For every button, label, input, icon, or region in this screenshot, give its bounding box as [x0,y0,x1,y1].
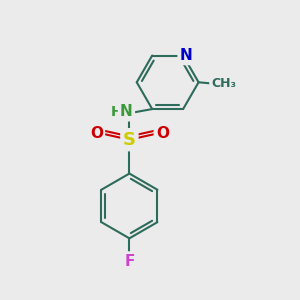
Text: H: H [110,105,122,119]
Text: N: N [120,104,133,119]
Text: F: F [124,254,135,268]
Text: CH₃: CH₃ [211,77,236,90]
Text: S: S [123,131,136,149]
Text: O: O [90,126,103,141]
Text: O: O [156,126,169,141]
Text: N: N [180,48,192,63]
